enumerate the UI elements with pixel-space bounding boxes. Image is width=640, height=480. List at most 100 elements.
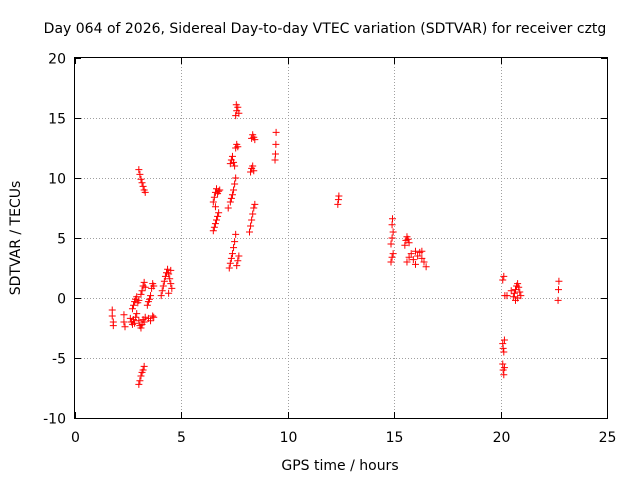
data-point (231, 162, 239, 170)
data-point (139, 366, 147, 374)
y-axis-label: SDTVAR / TECUs (8, 181, 24, 296)
x-tick-label: 5 (177, 430, 186, 446)
data-point (230, 186, 238, 194)
data-point (136, 377, 144, 385)
data-point (168, 284, 176, 292)
data-point (411, 260, 419, 268)
x-tick-label: 20 (493, 430, 511, 446)
data-point (411, 247, 419, 255)
data-point (230, 158, 238, 166)
data-point (150, 313, 158, 321)
data-point (140, 318, 148, 326)
data-point (209, 198, 217, 206)
data-point (138, 179, 146, 187)
data-point (389, 250, 397, 258)
data-point (120, 311, 128, 319)
plot-frame (74, 57, 608, 419)
data-point (108, 312, 116, 320)
data-point (387, 240, 395, 248)
data-point (554, 296, 562, 304)
data-point (135, 166, 143, 174)
data-point (228, 152, 236, 160)
x-tick-label: 10 (280, 430, 298, 446)
data-point (167, 280, 175, 288)
data-point (150, 282, 158, 290)
data-point (140, 278, 148, 286)
data-point (500, 348, 508, 356)
data-point (126, 314, 134, 322)
data-point (233, 262, 241, 270)
data-point (137, 175, 145, 183)
data-point (215, 209, 223, 217)
data-point (272, 140, 280, 148)
chart-title: Day 064 of 2026, Sidereal Day-to-day VTE… (44, 21, 607, 37)
data-points (108, 101, 563, 388)
data-point (211, 220, 219, 228)
data-point (137, 372, 145, 380)
data-point (388, 253, 396, 261)
data-point (232, 101, 240, 109)
data-point (271, 156, 279, 164)
data-point (216, 186, 224, 194)
data-point (409, 256, 417, 264)
data-point (509, 293, 517, 301)
data-point (108, 306, 116, 314)
data-point (141, 313, 149, 321)
axis-ticks: 0 5 10 15 20 25 -10 -5 0 5 10 15 20 (43, 52, 616, 447)
data-point (514, 280, 522, 288)
data-point (139, 182, 147, 190)
data-point (334, 200, 342, 208)
data-point (250, 167, 258, 175)
data-point (157, 292, 165, 300)
data-point (121, 323, 129, 331)
data-point (140, 362, 148, 370)
data-point (141, 283, 149, 291)
y-tick-label: 15 (48, 112, 66, 128)
data-point (500, 364, 508, 372)
data-point (224, 204, 232, 212)
data-point (143, 301, 151, 309)
data-point (388, 234, 396, 242)
data-point (227, 194, 235, 202)
data-point (271, 150, 279, 158)
data-point (109, 322, 117, 330)
data-point (251, 200, 259, 208)
data-point (247, 168, 255, 176)
data-point (499, 276, 507, 284)
data-point (230, 244, 238, 252)
data-point (130, 301, 138, 309)
data-point (516, 288, 524, 296)
data-point (133, 293, 141, 301)
data-point (145, 295, 153, 303)
data-point (164, 265, 172, 273)
data-point (503, 292, 511, 300)
data-point (418, 254, 426, 262)
x-axis-label: GPS time / hours (281, 458, 398, 474)
data-point (214, 212, 222, 220)
data-point (149, 312, 157, 320)
data-point (500, 336, 508, 344)
data-point (388, 221, 396, 229)
y-tick-label: 0 (57, 292, 66, 308)
data-point (160, 277, 168, 285)
data-point (232, 174, 240, 182)
y-tick-label: 10 (48, 172, 66, 188)
data-point (405, 239, 413, 247)
data-point (249, 210, 257, 218)
data-point (389, 228, 397, 236)
data-point (141, 188, 149, 196)
data-point (248, 216, 256, 224)
data-point (234, 257, 242, 265)
data-point (226, 198, 234, 206)
data-point (136, 170, 144, 178)
data-point (335, 192, 343, 200)
data-point (405, 253, 413, 261)
data-point (499, 344, 507, 352)
data-point (235, 252, 243, 260)
y-tick-label: 5 (57, 232, 66, 248)
data-point (132, 313, 140, 321)
data-point (165, 289, 173, 297)
data-point (418, 247, 426, 255)
data-point (247, 222, 255, 230)
